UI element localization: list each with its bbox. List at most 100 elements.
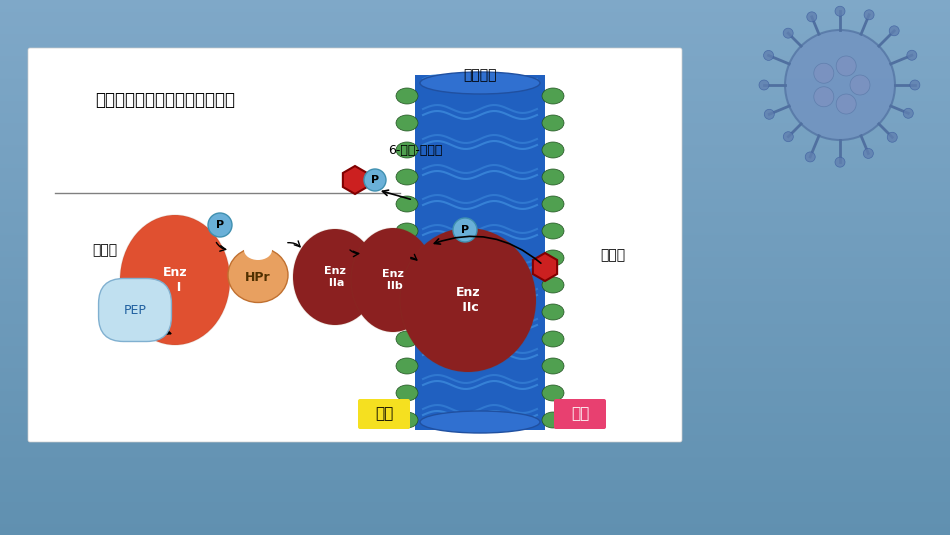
Text: 丙酮酸: 丙酮酸 [92, 243, 118, 257]
Bar [0, 209, 950, 210]
Bar [0, 126, 950, 127]
Bar [0, 523, 950, 524]
Bar [0, 377, 950, 378]
Bar [0, 474, 950, 475]
Circle shape [759, 80, 769, 90]
Bar [0, 287, 950, 288]
Bar [0, 359, 950, 360]
Bar [0, 267, 950, 268]
Bar [0, 67, 950, 68]
Bar [0, 65, 950, 66]
Bar [0, 55, 950, 56]
Bar [0, 404, 950, 405]
Circle shape [807, 12, 817, 22]
Bar [0, 525, 950, 526]
Circle shape [864, 148, 873, 158]
Bar [0, 470, 950, 471]
Bar [0, 14, 950, 15]
Bar [0, 303, 950, 304]
Circle shape [764, 50, 773, 60]
Bar [0, 438, 950, 439]
Bar [0, 205, 950, 206]
Bar [0, 459, 950, 460]
Bar [0, 182, 950, 183]
Bar [0, 17, 950, 18]
Bar [0, 434, 950, 435]
Bar [0, 357, 950, 358]
Bar [0, 360, 950, 361]
Circle shape [864, 10, 874, 20]
Bar [0, 344, 950, 345]
FancyBboxPatch shape [554, 399, 606, 429]
Bar [0, 194, 950, 195]
Bar [0, 334, 950, 335]
Bar [0, 392, 950, 393]
Bar [0, 475, 950, 476]
Bar [0, 299, 950, 300]
Bar [0, 79, 950, 80]
Ellipse shape [542, 169, 564, 185]
Bar [0, 431, 950, 432]
Bar [0, 315, 950, 316]
Text: P: P [370, 175, 379, 185]
Bar [0, 473, 950, 474]
Bar [0, 86, 950, 87]
Ellipse shape [542, 412, 564, 428]
Bar [0, 187, 950, 188]
Bar [0, 94, 950, 95]
Bar [0, 450, 950, 451]
Bar [0, 49, 950, 50]
Bar [0, 221, 950, 222]
Bar [0, 521, 950, 522]
Text: 膜外: 膜外 [375, 407, 393, 422]
Bar [0, 417, 950, 418]
Bar [0, 253, 950, 254]
Bar [0, 109, 950, 110]
Bar [0, 57, 950, 58]
Bar [0, 312, 950, 313]
Bar [0, 327, 950, 328]
Bar [0, 403, 950, 404]
Bar [0, 75, 950, 76]
Bar [0, 317, 950, 318]
Bar [0, 100, 950, 101]
Bar [0, 418, 950, 419]
Bar [0, 264, 950, 265]
Bar [0, 467, 950, 468]
Bar [0, 507, 950, 508]
Bar [0, 252, 950, 253]
Bar [0, 168, 950, 169]
Bar [0, 167, 950, 168]
Bar [0, 337, 950, 338]
Bar [0, 369, 950, 370]
Bar [0, 272, 950, 273]
Ellipse shape [542, 250, 564, 266]
Circle shape [785, 30, 895, 140]
FancyBboxPatch shape [28, 48, 682, 442]
Text: Enz
 IIb: Enz IIb [382, 269, 404, 291]
Bar [0, 144, 950, 145]
Bar [0, 273, 950, 274]
Text: PEP: PEP [124, 303, 146, 317]
Bar [0, 256, 950, 257]
Bar [0, 464, 950, 465]
Bar [0, 301, 950, 302]
Bar [0, 60, 950, 61]
Bar [0, 25, 950, 26]
Bar [0, 137, 950, 138]
Bar [0, 352, 950, 353]
Bar [0, 300, 950, 301]
Bar [0, 435, 950, 436]
Bar [0, 260, 950, 261]
Bar [0, 245, 950, 246]
Bar [0, 161, 950, 162]
Bar [0, 355, 950, 356]
Bar [0, 396, 950, 397]
Bar [0, 336, 950, 337]
Bar [0, 458, 950, 459]
Bar [0, 482, 950, 483]
Text: 细胞质膜: 细胞质膜 [464, 68, 497, 82]
Bar [0, 242, 950, 243]
Bar [0, 481, 950, 482]
Bar [0, 223, 950, 224]
